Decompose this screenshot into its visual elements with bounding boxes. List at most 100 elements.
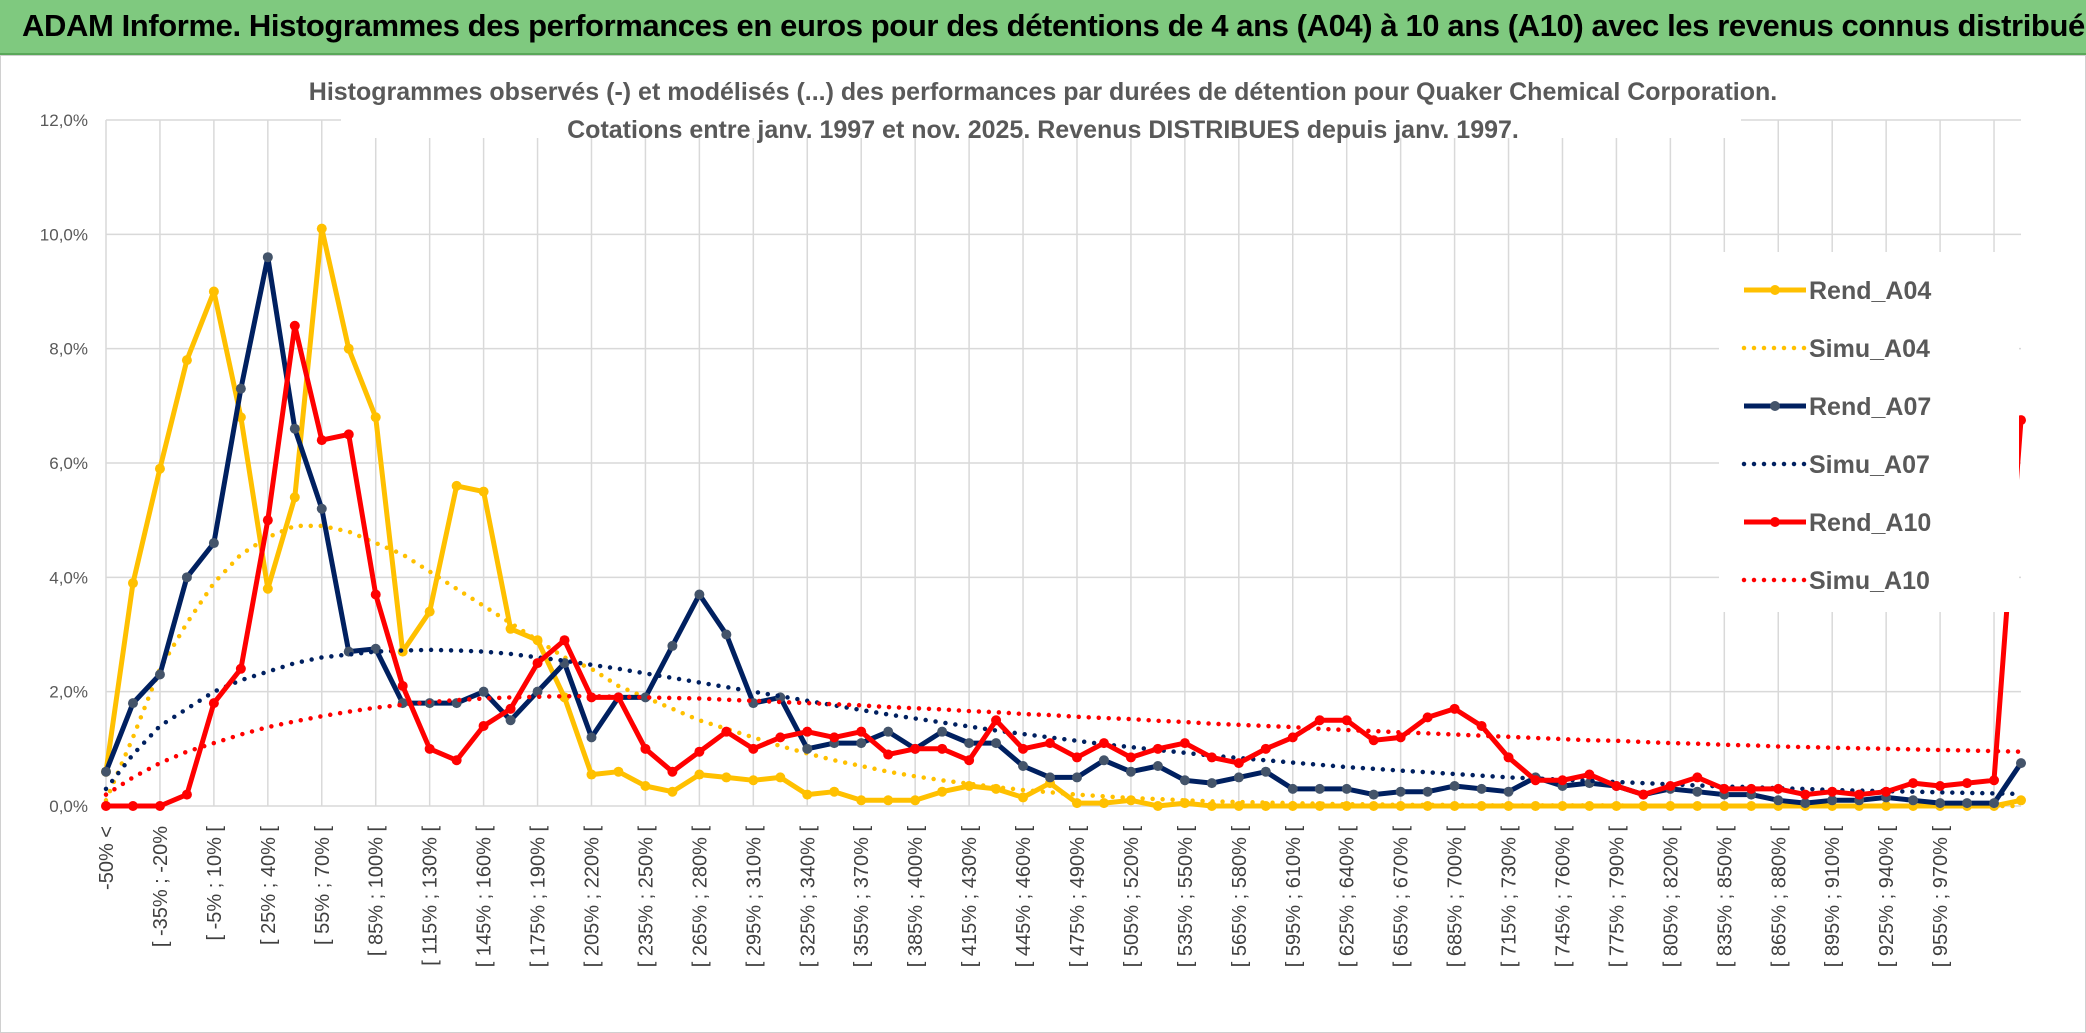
data-point [748,775,759,786]
y-tick-label: 8,0% [49,340,88,359]
data-point [181,355,192,366]
data-point [829,786,840,797]
data-point [1692,786,1703,797]
legend-label: Simu_A10 [1809,567,1930,595]
series-simu-a04 [103,523,2024,809]
legend-marker [1770,401,1780,411]
data-point [667,766,678,777]
data-point [1422,786,1433,797]
data-point [775,732,786,743]
data-point [1449,780,1460,791]
legend-label: Simu_A04 [1809,335,1930,363]
data-point [1665,780,1676,791]
data-point [1476,783,1487,794]
data-point [1881,786,1892,797]
data-point [1125,766,1136,777]
data-point [910,743,921,754]
chart-subtitle: Cotations entre janv. 1997 et nov. 2025.… [567,116,1519,144]
data-point [262,583,273,594]
data-point [937,743,948,754]
legend-label: Rend_A10 [1809,509,1931,537]
data-point [1071,752,1082,763]
data-point [1692,772,1703,783]
data-point [451,480,462,491]
data-point [316,223,327,234]
data-point [991,715,1002,726]
x-tick-label: [ 325% ; 340% [ [797,826,819,968]
y-tick-label: 4,0% [49,568,88,587]
data-point [289,423,300,434]
data-point [721,726,732,737]
chart-frame: 0,0% 2,0% 4,0% 6,0% 8,0% 10,0% 12,0% -50% < [ -… [0,55,2086,1033]
data-point [1908,778,1919,789]
legend-label: Simu_A07 [1809,451,1930,479]
data-point [775,772,786,783]
data-point [154,801,165,811]
x-tick-label: [ 715% ; 730% [ [1499,826,1521,968]
y-tick-label: 10,0% [40,225,88,244]
data-point [883,749,894,760]
data-point [1152,743,1163,754]
x-tick-label: [ 145% ; 160% [ [474,826,496,968]
data-point [505,715,516,726]
data-point [1098,738,1109,749]
data-point [424,606,435,617]
x-tick-label: [ 415% ; 430% [ [959,826,981,968]
data-point [1962,778,1973,789]
data-point [1206,801,1217,811]
data-point [478,720,489,731]
x-tick-label: [ 445% ; 460% [ [1013,826,1035,968]
data-point [1530,775,1541,786]
data-point [478,686,489,697]
data-point [640,780,651,791]
data-point [101,766,111,777]
y-tick-label: 6,0% [49,454,88,473]
data-point [802,743,813,754]
data-point [640,743,651,754]
data-point [208,538,219,549]
data-point [1233,772,1244,783]
data-point [802,726,813,737]
series-rend-a10 [101,320,2026,811]
x-tick-label: -50% < [96,826,118,890]
report-title: ADAM Informe. Histogrammes des performan… [22,8,2086,43]
legend-marker [1770,285,1780,295]
data-point [667,640,678,651]
legend-marker [1770,517,1780,527]
data-point [1045,738,1056,749]
x-tick-label: [ 355% ; 370% [ [851,826,873,968]
data-point [1071,798,1082,809]
data-point [1018,792,1029,803]
x-tick-label: [ 205% ; 220% [ [581,826,603,968]
data-point [1179,738,1190,749]
data-point [1152,760,1163,771]
data-point [586,732,597,743]
data-point [1018,760,1029,771]
data-point [1206,752,1217,763]
data-point [262,515,273,526]
x-axis: -50% < [ -35% ; -20% [ -5% ; 10% [[ 25% ; … [96,826,1952,968]
data-point [1611,780,1622,791]
data-point [1800,789,1811,800]
data-point [1692,801,1703,811]
legend-item: Simu_A07 [1741,451,1930,479]
data-point [208,698,219,709]
data-point [1476,720,1487,731]
x-tick-label: [ 805% ; 820% [ [1660,826,1682,968]
data-point [289,492,300,503]
data-point [1287,732,1298,743]
data-point [1098,755,1109,766]
data-point [1395,732,1406,743]
data-point [1989,798,2000,809]
x-tick-label: [ 25% ; 40% [ [258,826,280,945]
data-point [316,503,327,514]
data-point [1206,778,1217,789]
data-point [1800,798,1811,809]
data-point [1098,798,1109,809]
data-point [1746,783,1757,794]
data-point [181,789,192,800]
data-point [127,578,138,589]
x-tick-label: [ 235% ; 250% [ [635,826,657,968]
data-point [748,743,759,754]
data-point [1503,801,1514,811]
